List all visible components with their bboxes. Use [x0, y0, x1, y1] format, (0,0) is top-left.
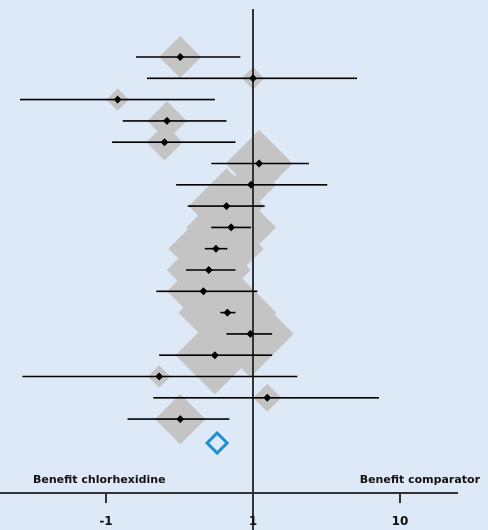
study-point [155, 372, 164, 381]
x-axis-ticks: -1 1 10 [99, 493, 408, 528]
study-point [204, 266, 213, 274]
study-point [222, 202, 231, 211]
study-point [199, 287, 208, 296]
study-point [255, 159, 264, 168]
study-point [113, 95, 122, 104]
study-rows [20, 53, 380, 424]
pooled-estimate [204, 430, 230, 456]
x-tick-label: 10 [392, 514, 409, 528]
study-point [160, 138, 169, 147]
study-point [249, 74, 257, 83]
x-tick-label: 1 [249, 514, 257, 528]
study-point [263, 393, 272, 402]
study-point [247, 180, 256, 189]
study-point [210, 351, 219, 360]
study-point [176, 53, 185, 61]
study-point [223, 308, 232, 317]
x-tick-label: -1 [99, 514, 112, 528]
benefit-chlorhexidine-label: Benefit chlorhexidine [33, 473, 166, 486]
study-point [163, 116, 172, 125]
study-point [246, 329, 255, 338]
study-point [176, 415, 185, 424]
pooled-diamond [204, 430, 230, 456]
benefit-comparator-label: Benefit comparator [360, 473, 481, 486]
study-point [227, 223, 236, 232]
study-point [211, 244, 220, 253]
